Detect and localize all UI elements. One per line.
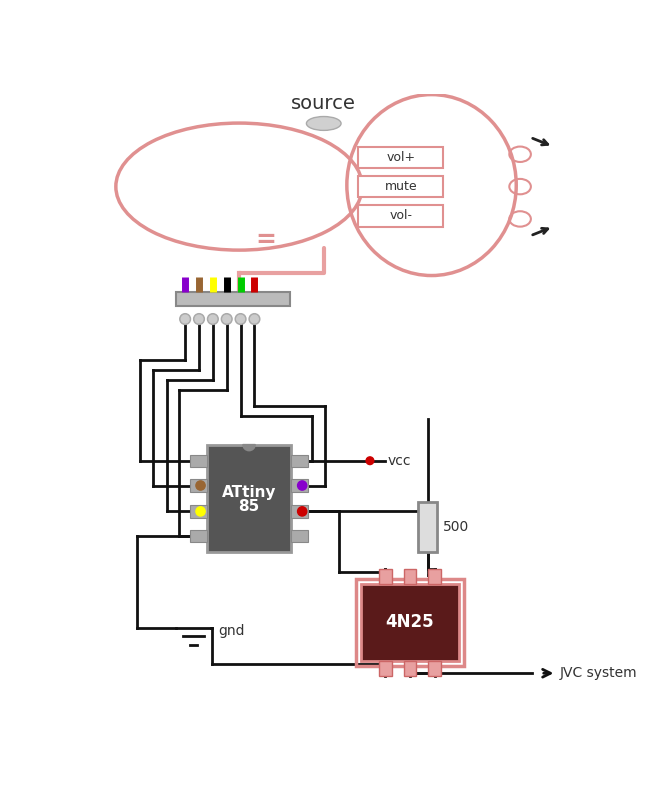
FancyBboxPatch shape: [404, 568, 416, 584]
Circle shape: [297, 507, 307, 516]
Text: mute: mute: [384, 180, 417, 193]
Circle shape: [179, 314, 191, 324]
Circle shape: [195, 316, 203, 323]
Circle shape: [196, 481, 205, 490]
FancyBboxPatch shape: [207, 444, 291, 553]
Text: 500: 500: [443, 520, 470, 535]
Circle shape: [221, 314, 232, 324]
FancyBboxPatch shape: [379, 661, 392, 677]
FancyBboxPatch shape: [291, 530, 308, 542]
Circle shape: [251, 316, 258, 323]
Circle shape: [237, 316, 244, 323]
FancyBboxPatch shape: [291, 480, 308, 491]
FancyBboxPatch shape: [428, 568, 441, 584]
FancyBboxPatch shape: [190, 455, 207, 467]
Circle shape: [223, 316, 231, 323]
Circle shape: [297, 481, 307, 490]
Text: vol+: vol+: [386, 151, 416, 164]
FancyBboxPatch shape: [190, 506, 207, 517]
Text: =: =: [255, 228, 277, 252]
Circle shape: [193, 314, 204, 324]
FancyBboxPatch shape: [404, 661, 416, 677]
FancyBboxPatch shape: [190, 530, 207, 542]
FancyBboxPatch shape: [379, 568, 392, 584]
Text: JVC system: JVC system: [560, 666, 637, 681]
FancyBboxPatch shape: [176, 292, 290, 306]
FancyBboxPatch shape: [291, 455, 308, 467]
Text: 4N25: 4N25: [386, 613, 434, 631]
Text: source: source: [291, 94, 356, 113]
Circle shape: [181, 316, 189, 323]
Circle shape: [209, 316, 217, 323]
Wedge shape: [243, 444, 255, 451]
Circle shape: [366, 457, 374, 465]
Circle shape: [249, 314, 260, 324]
Circle shape: [207, 314, 218, 324]
Text: ATtiny: ATtiny: [222, 485, 276, 500]
Text: 85: 85: [238, 498, 259, 513]
Circle shape: [235, 314, 246, 324]
Ellipse shape: [306, 116, 341, 130]
FancyBboxPatch shape: [358, 205, 443, 227]
FancyBboxPatch shape: [291, 506, 308, 517]
FancyBboxPatch shape: [190, 480, 207, 491]
Text: vcc: vcc: [388, 455, 411, 469]
Text: vol-: vol-: [390, 210, 412, 222]
FancyBboxPatch shape: [428, 661, 441, 677]
FancyBboxPatch shape: [358, 147, 443, 168]
FancyBboxPatch shape: [361, 584, 460, 661]
Circle shape: [196, 507, 205, 516]
FancyBboxPatch shape: [358, 176, 443, 197]
FancyBboxPatch shape: [418, 502, 437, 553]
Text: gnd: gnd: [218, 624, 245, 638]
